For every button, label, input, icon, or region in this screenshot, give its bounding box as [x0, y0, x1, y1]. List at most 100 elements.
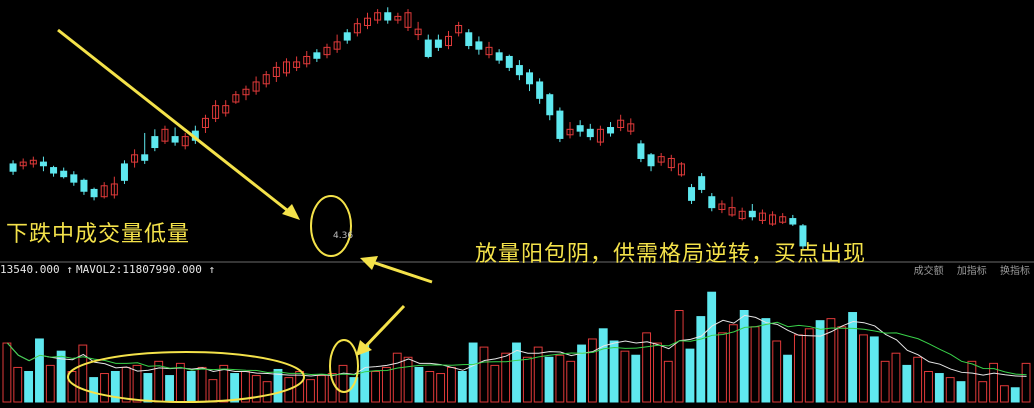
volume-bar: [186, 371, 196, 403]
candle-body: [404, 12, 412, 28]
candle-body: [171, 136, 179, 143]
annotation-left: 下跌中成交量低量: [6, 222, 191, 247]
candle-body: [688, 187, 696, 201]
candle-body: [677, 163, 685, 176]
candle-body: [353, 23, 361, 34]
indicator-buttons: 成交额 加指标 换指标: [904, 262, 1030, 277]
volume-bar: [457, 371, 467, 403]
volume-bar: [544, 356, 554, 403]
volume-bar: [381, 366, 391, 403]
volume-bar: [587, 338, 597, 403]
candle-body: [212, 105, 220, 119]
candle-body: [282, 61, 290, 74]
volume-bar: [956, 381, 966, 403]
volume-bar: [924, 371, 933, 403]
candle-body: [262, 74, 270, 85]
candle-body: [536, 81, 544, 99]
volume-bar: [978, 381, 988, 403]
candle-body: [374, 12, 382, 21]
candle-body: [394, 15, 402, 21]
volume-bar: [609, 340, 619, 403]
candle-body: [363, 17, 371, 26]
low-price-label: 4.36: [333, 231, 354, 241]
volume-bar: [67, 371, 77, 403]
volume-bar: [251, 375, 261, 403]
candle-body: [475, 41, 483, 50]
volume-bar: [696, 316, 706, 403]
volume-bar: [837, 326, 847, 403]
volume-value-left: 13540.000 ↑: [0, 263, 73, 276]
candle-body: [708, 196, 716, 209]
volume-bar: [45, 364, 55, 403]
volume-bar: [501, 352, 511, 403]
candle-body: [293, 61, 301, 68]
downtrend-arrow-head: [282, 204, 300, 220]
volume-bar: [869, 336, 879, 403]
volume-bar: [230, 373, 240, 403]
volume-bar: [989, 362, 998, 403]
candle-body: [586, 128, 594, 138]
candle-body: [789, 218, 797, 225]
volume-bar: [750, 326, 760, 403]
volume-bar: [392, 352, 402, 403]
mavol2-readout: MAVOL2:11807990.000 ↑: [76, 263, 216, 276]
candle-body: [151, 136, 159, 149]
candle-body: [617, 119, 625, 129]
indicator-button-2[interactable]: 加指标: [956, 266, 987, 277]
candle-body: [19, 161, 27, 167]
candle-body: [100, 185, 108, 198]
candle-body: [313, 52, 321, 59]
candle-body: [323, 46, 331, 56]
volume-bar: [110, 371, 120, 403]
volume-bar: [999, 385, 1009, 403]
volume-bar: [306, 379, 315, 403]
candle-body: [526, 72, 534, 85]
candle-body: [181, 136, 189, 147]
volume-bar: [707, 291, 717, 403]
volume-bar: [414, 366, 424, 403]
volume-bar: [468, 342, 478, 403]
volume-bar: [2, 342, 12, 403]
low-volume-ellipse: [67, 351, 305, 403]
candle-body: [738, 210, 746, 220]
volume-bar: [913, 356, 923, 403]
candle-body: [718, 203, 726, 210]
indicator-button-3[interactable]: 换指标: [1000, 266, 1030, 277]
volume-bar: [35, 338, 44, 403]
volume-bar: [208, 379, 218, 403]
candle-body: [39, 161, 47, 167]
candle-body: [799, 225, 807, 247]
volume-bar: [663, 360, 673, 403]
volume-bar: [175, 362, 185, 403]
volume-bar: [1021, 362, 1031, 403]
candle-body: [90, 188, 98, 198]
candle-body: [333, 41, 341, 50]
volume-bar: [154, 360, 164, 403]
candle-body: [556, 110, 564, 139]
volume-bar: [772, 340, 782, 403]
volume-bar: [121, 366, 131, 403]
volume-bar: [945, 377, 955, 403]
indicator-button-1[interactable]: 成交额: [913, 266, 944, 277]
volume-bar: [566, 360, 576, 403]
volume-arrow-line: [362, 304, 406, 350]
candle-body: [515, 65, 523, 76]
candle-body: [70, 174, 78, 183]
volume-bar: [56, 350, 66, 403]
candle-body: [80, 179, 88, 192]
volume-indicator-bar: 13540.000 ↑ MAVOL2:11807990.000 ↑: [0, 262, 1034, 277]
candle-body: [445, 35, 453, 47]
candle-body: [495, 52, 503, 61]
volume-bar: [403, 356, 413, 403]
candle-body: [161, 128, 169, 142]
candle-body: [384, 12, 392, 21]
volume-bar: [685, 348, 695, 403]
candle-body: [698, 176, 706, 190]
candle-body: [769, 214, 777, 225]
candle-body: [758, 212, 766, 221]
volume-bar: [598, 328, 608, 403]
candle-body: [141, 154, 149, 161]
volume-bar: [24, 371, 34, 403]
